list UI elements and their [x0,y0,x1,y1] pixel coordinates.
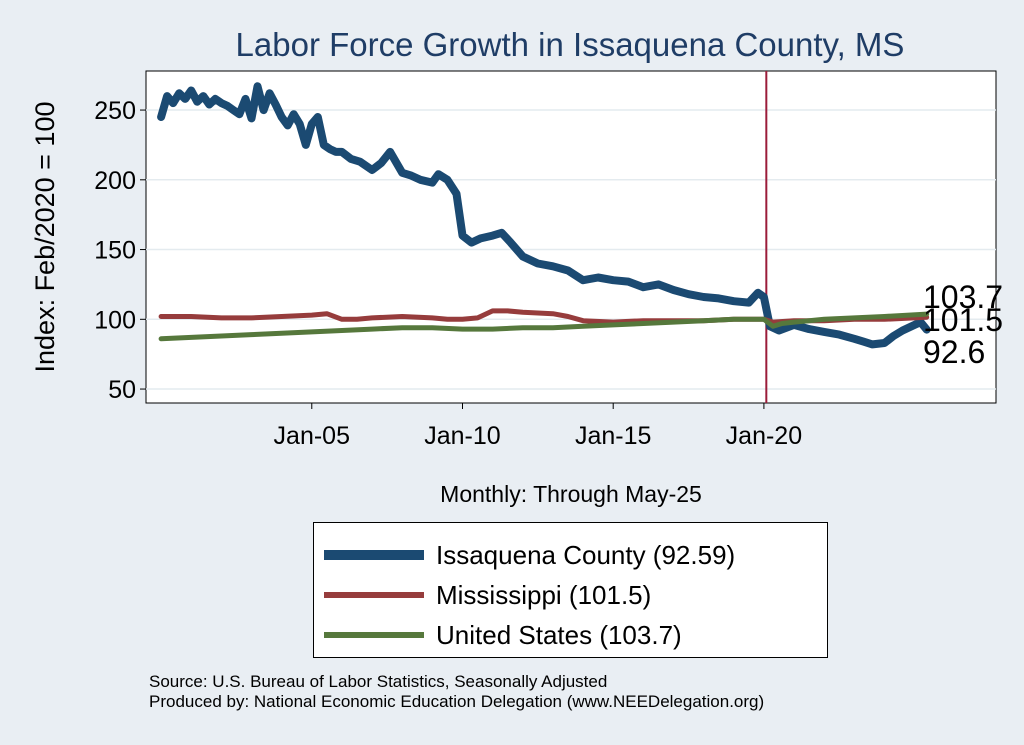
tick-label-y-100: 100 [94,306,136,334]
tick-label-x-Jan-10: Jan-10 [424,422,500,450]
legend-item-united-states: United States (103.7) [324,617,682,653]
legend-label-mississippi: Mississippi (101.5) [436,579,652,610]
source-note: Source: U.S. Bureau of Labor Statistics,… [149,672,608,691]
end-label-0: 92.6 [923,334,985,370]
legend-label-issaquena: Issaquena County (92.59) [436,539,736,570]
tick-label-y-50: 50 [108,376,136,404]
legend-label-united-states: United States (103.7) [436,619,682,650]
plot-area [145,70,997,404]
tick-label-y-250: 250 [94,97,136,125]
y-axis-label: Index: Feb/2020 = 100 [30,102,60,373]
legend-swatch-mississippi [324,592,424,598]
produced-by-note: Produced by: National Economic Education… [149,692,765,711]
tick-label-y-200: 200 [94,167,136,195]
legend-swatch-issaquena [324,550,424,560]
legend-item-mississippi: Mississippi (101.5) [324,577,651,613]
x-axis-label: Monthly: Through May-25 [440,481,702,507]
series-line-2 [158,311,930,342]
tick-label-x-Jan-15: Jan-15 [575,422,651,450]
legend-swatch-united-states [324,632,424,638]
tick-label-x-Jan-05: Jan-05 [274,422,350,450]
tick-label-x-Jan-20: Jan-20 [726,422,802,450]
end-label-1: 101.5 [923,302,1003,338]
chart-title: Labor Force Growth in Issaquena County, … [235,26,905,63]
legend-item-issaquena: Issaquena County (92.59) [324,537,735,573]
end-label-2: 103.7 [923,279,1003,315]
tick-label-y-150: 150 [94,237,136,265]
legend: Issaquena County (92.59) Mississippi (10… [313,522,828,658]
